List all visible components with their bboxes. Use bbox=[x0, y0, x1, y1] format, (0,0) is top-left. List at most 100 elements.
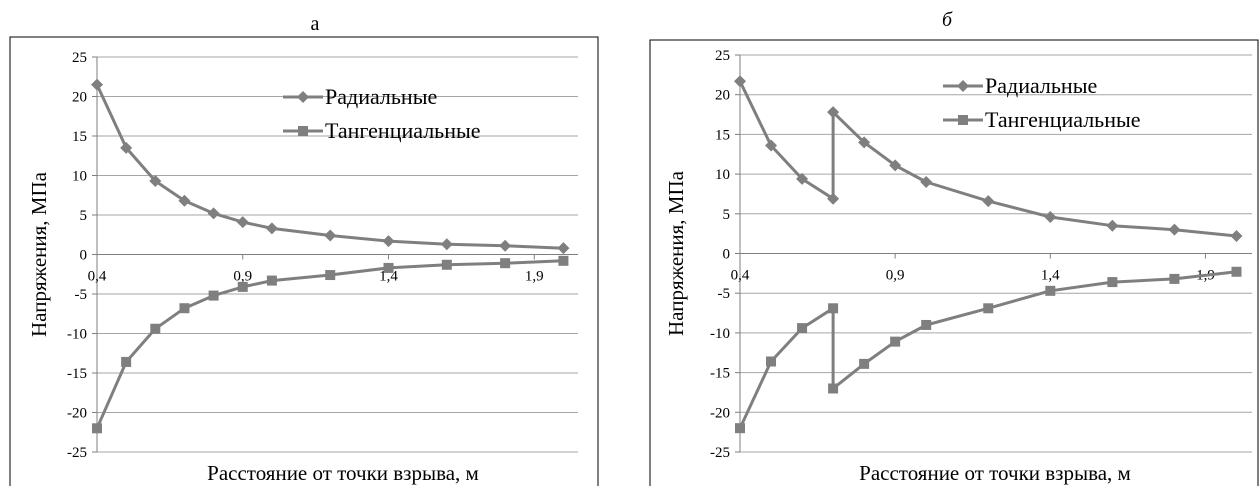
series-line bbox=[738, 270, 1237, 429]
y-tick-label: 5 bbox=[723, 207, 731, 223]
y-tick-label: 15 bbox=[715, 127, 730, 143]
series-line bbox=[95, 259, 564, 429]
y-tick-label: -25 bbox=[710, 445, 730, 461]
data-point bbox=[179, 303, 190, 314]
data-point bbox=[121, 356, 132, 367]
y-tick-label: 0 bbox=[80, 248, 88, 264]
data-point bbox=[920, 176, 933, 189]
data-point bbox=[91, 78, 103, 91]
data-point bbox=[120, 141, 133, 154]
y-axis-label: Напряжения, МПа bbox=[664, 170, 688, 336]
data-point bbox=[1231, 266, 1242, 277]
data-point bbox=[828, 303, 839, 314]
data-point bbox=[983, 303, 994, 314]
y-tick-label: -10 bbox=[710, 326, 730, 342]
data-point bbox=[828, 383, 839, 394]
data-point bbox=[382, 235, 395, 248]
y-tick-label: 10 bbox=[72, 169, 87, 185]
legend-marker bbox=[958, 115, 968, 125]
series-radial bbox=[91, 78, 570, 255]
x-axis-label: Расстояние от точки взрыва, м bbox=[859, 461, 1131, 485]
data-point bbox=[1045, 285, 1056, 296]
legend-label: Радиальные bbox=[325, 84, 437, 109]
x-tick-label: 1,4 bbox=[1041, 268, 1060, 284]
data-point bbox=[889, 159, 902, 172]
y-axis-label: Напряжения, МПа bbox=[27, 171, 51, 337]
data-point bbox=[500, 258, 511, 269]
legend-marker bbox=[298, 126, 308, 136]
y-tick-label: -15 bbox=[67, 366, 87, 382]
data-point bbox=[558, 255, 569, 266]
data-point bbox=[237, 281, 248, 292]
data-point bbox=[921, 319, 932, 330]
x-tick-label: 1,9 bbox=[525, 269, 544, 285]
x-tick-label: 0,4 bbox=[731, 268, 750, 284]
data-point bbox=[557, 242, 570, 255]
data-point bbox=[499, 239, 512, 252]
data-point bbox=[890, 336, 901, 347]
data-point bbox=[383, 262, 394, 273]
data-point bbox=[324, 229, 337, 242]
y-tick-label: -20 bbox=[67, 406, 87, 422]
y-tick-label: -25 bbox=[67, 445, 87, 461]
data-point bbox=[1230, 230, 1243, 243]
y-tick-label: 15 bbox=[72, 129, 87, 145]
data-point bbox=[208, 290, 219, 301]
data-point bbox=[1107, 277, 1118, 288]
x-tick-label: 0,9 bbox=[886, 268, 905, 284]
chart-frame bbox=[9, 36, 599, 486]
chart-caption: б bbox=[942, 9, 953, 31]
y-tick-label: 0 bbox=[723, 247, 731, 263]
data-point bbox=[1168, 223, 1181, 236]
legend-label: Радиальные bbox=[985, 73, 1097, 98]
y-tick-label: 20 bbox=[72, 90, 87, 106]
data-point bbox=[1169, 273, 1180, 284]
x-tick-label: 0,9 bbox=[233, 269, 252, 285]
y-tick-label: 25 bbox=[72, 50, 87, 66]
data-point bbox=[149, 175, 162, 188]
y-tick-label: -5 bbox=[718, 286, 731, 302]
data-point bbox=[207, 207, 220, 220]
data-point bbox=[265, 222, 278, 235]
y-tick-label: 25 bbox=[715, 48, 730, 64]
data-point bbox=[440, 238, 453, 251]
data-point bbox=[1106, 219, 1119, 232]
series-line bbox=[738, 80, 1237, 238]
data-point bbox=[735, 423, 745, 434]
legend-marker bbox=[297, 91, 309, 103]
data-point bbox=[827, 106, 840, 119]
y-tick-label: 5 bbox=[80, 208, 88, 224]
data-point bbox=[827, 192, 840, 205]
data-point bbox=[766, 356, 777, 367]
chart-frame bbox=[649, 39, 1259, 486]
data-point bbox=[982, 195, 995, 208]
y-tick-label: -15 bbox=[710, 366, 730, 382]
data-point bbox=[796, 172, 809, 185]
y-tick-label: -20 bbox=[710, 405, 730, 421]
y-tick-label: -5 bbox=[75, 287, 88, 303]
y-tick-label: -10 bbox=[67, 327, 87, 343]
series-tangential bbox=[735, 266, 1242, 434]
data-point bbox=[1044, 210, 1057, 223]
y-tick-label: 20 bbox=[715, 88, 730, 104]
series-tangential bbox=[92, 255, 569, 434]
chart-caption: а bbox=[311, 13, 320, 35]
data-point bbox=[325, 270, 336, 281]
data-point bbox=[150, 323, 161, 334]
data-point bbox=[734, 75, 746, 88]
data-point bbox=[797, 323, 808, 334]
data-point bbox=[765, 139, 778, 152]
data-point bbox=[441, 259, 452, 270]
x-axis-label: Расстояние от точки взрыва, м bbox=[207, 461, 479, 485]
series-line bbox=[95, 83, 564, 250]
data-point bbox=[178, 194, 191, 207]
data-point bbox=[859, 358, 870, 369]
y-tick-label: 10 bbox=[715, 167, 730, 183]
data-point bbox=[858, 136, 871, 149]
legend-label: Тангенциальные bbox=[985, 107, 1141, 132]
data-point bbox=[266, 275, 277, 286]
data-point bbox=[236, 216, 249, 229]
